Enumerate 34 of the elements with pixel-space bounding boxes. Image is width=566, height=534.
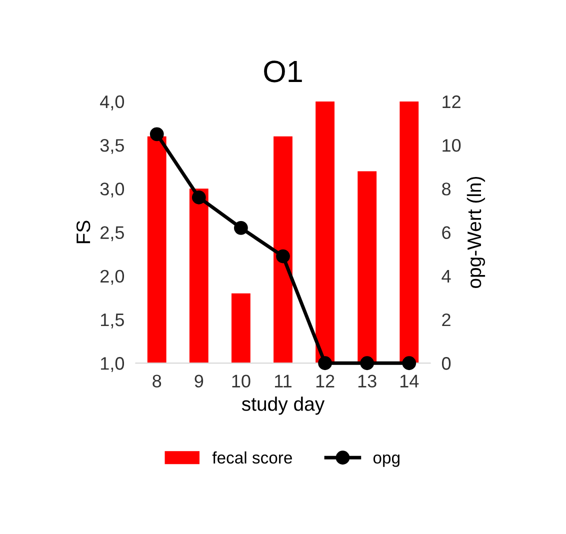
x-tick-label: 14: [400, 374, 419, 388]
point: [402, 356, 416, 370]
point: [360, 356, 374, 370]
legend-label: opg: [373, 454, 400, 467]
y-tick-label: 1,5: [101, 314, 124, 328]
point: [276, 249, 290, 264]
x-tick-label: 12: [316, 374, 334, 388]
x-tick-label: 8: [152, 374, 162, 388]
y-tick-label: 4,0: [100, 95, 124, 110]
x-tick-label: 11: [275, 374, 292, 388]
legend-label: fecal score: [212, 451, 292, 464]
y-tick-label: 2,5: [100, 226, 124, 242]
y-tick-label: 2,0: [100, 270, 124, 285]
y-tick-label: 3,0: [100, 182, 124, 198]
point: [234, 220, 248, 235]
point: [150, 127, 164, 142]
y2-tick-label: 10: [442, 139, 461, 152]
y2-tick-label: 0: [442, 357, 451, 370]
x-tick-label: 13: [358, 374, 376, 388]
y-tick-label: 3,5: [100, 139, 124, 154]
point: [318, 356, 332, 370]
y2-tick-label: 2: [442, 313, 450, 326]
y-axis-title: FS: [76, 220, 90, 244]
y2-tick-label: 4: [442, 270, 451, 282]
x-axis-title: study day: [242, 396, 325, 415]
y-tick-label: 1,0: [101, 357, 124, 372]
point: [192, 190, 206, 204]
y2-tick-label: 6: [442, 226, 451, 240]
x-tick-label: 10: [232, 374, 250, 388]
chart-title: O1: [264, 60, 302, 82]
y2-axis-title: opg-Wert (ln): [466, 176, 486, 288]
y2-tick-label: 12: [442, 95, 460, 108]
y2-tick-label: 8: [442, 182, 451, 196]
x-tick-label: 9: [194, 374, 204, 388]
